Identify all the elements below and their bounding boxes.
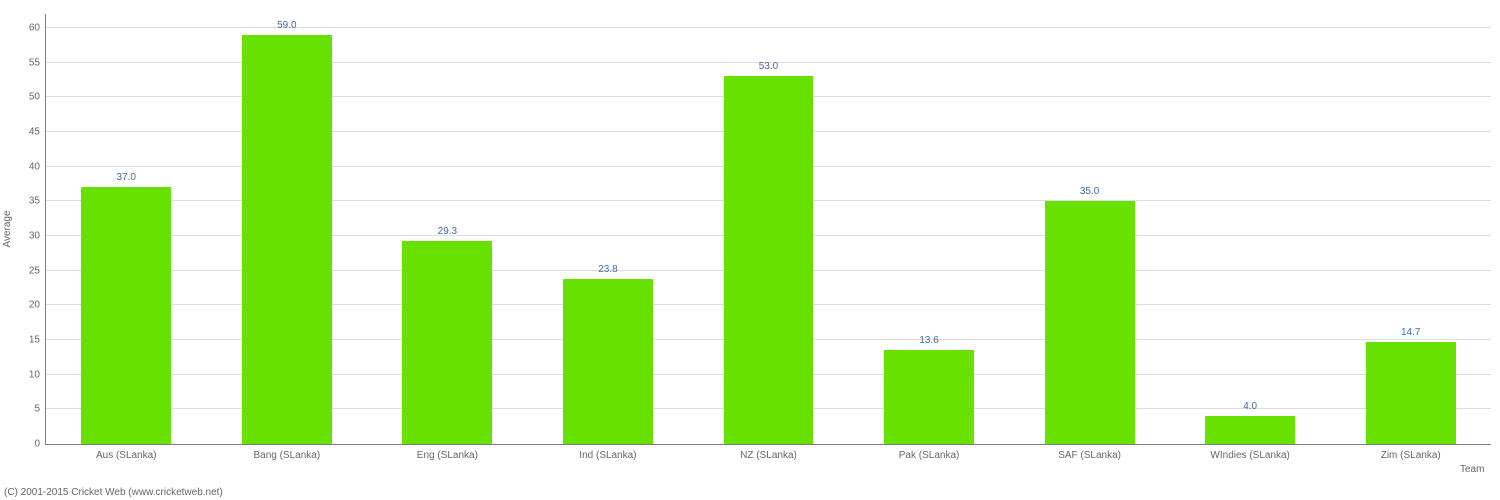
x-tick-label: Ind (SLanka) [579,444,636,461]
x-tick-label: NZ (SLanka) [740,444,797,461]
bar-value-label: 53.0 [759,61,778,72]
bar-value-label: 23.8 [598,264,617,275]
x-tick-label: Zim (SLanka) [1381,444,1441,461]
y-tick-label: 15 [29,334,46,345]
y-axis-title: Average [2,210,13,247]
y-tick-label: 35 [29,196,46,207]
y-tick-label: 60 [29,22,46,33]
bar-value-label: 13.6 [919,335,938,346]
bar-value-label: 14.7 [1401,327,1420,338]
bar: 23.8 [563,279,653,444]
bar-value-label: 37.0 [117,172,136,183]
x-tick-label: SAF (SLanka) [1058,444,1121,461]
bar-value-label: 29.3 [438,226,457,237]
bar-value-label: 4.0 [1243,401,1257,412]
bar-value-label: 59.0 [277,20,296,31]
x-tick-label: Aus (SLanka) [96,444,157,461]
bar: 13.6 [884,350,974,444]
copyright-notice: (C) 2001-2015 Cricket Web (www.cricketwe… [4,487,223,498]
y-tick-label: 40 [29,161,46,172]
bar: 14.7 [1366,342,1456,444]
bar: 53.0 [724,76,814,444]
bar: 37.0 [81,187,171,444]
y-tick-label: 25 [29,265,46,276]
y-tick-label: 10 [29,369,46,380]
y-tick-label: 30 [29,230,46,241]
y-tick-label: 50 [29,92,46,103]
y-tick-label: 5 [34,404,46,415]
x-tick-label: Eng (SLanka) [417,444,478,461]
x-tick-label: Bang (SLanka) [253,444,320,461]
y-tick-label: 45 [29,126,46,137]
bar: 4.0 [1205,416,1295,444]
bar: 59.0 [242,35,332,444]
x-tick-label: WIndies (SLanka) [1210,444,1289,461]
y-tick-label: 20 [29,300,46,311]
bar: 29.3 [402,241,492,444]
gridline [46,27,1491,28]
plot-area: 05101520253035404550556037.0Aus (SLanka)… [45,14,1491,445]
bar: 35.0 [1045,201,1135,444]
bar-chart: 05101520253035404550556037.0Aus (SLanka)… [0,0,1500,500]
x-tick-label: Pak (SLanka) [899,444,960,461]
y-tick-label: 55 [29,57,46,68]
bar-value-label: 35.0 [1080,186,1099,197]
y-tick-label: 0 [34,439,46,450]
x-axis-title: Team [1460,464,1484,475]
